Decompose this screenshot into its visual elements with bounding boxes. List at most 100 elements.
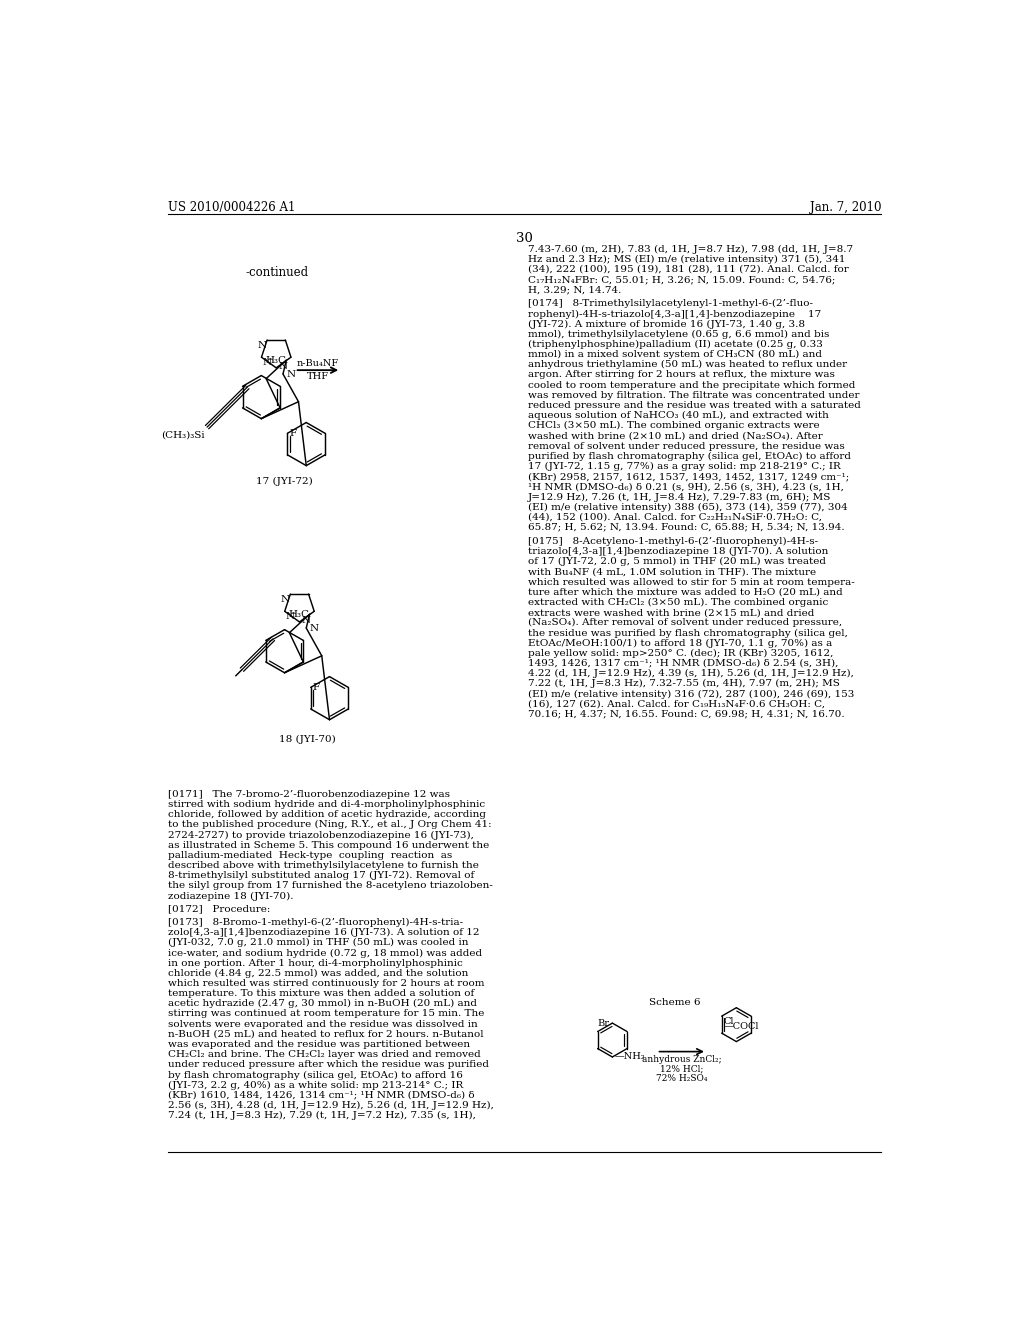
Text: THF: THF [307,372,329,381]
Text: (Na₂SO₄). After removal of solvent under reduced pressure,: (Na₂SO₄). After removal of solvent under… [528,618,842,627]
Text: stirred with sodium hydride and di-4-morpholinylphosphinic: stirred with sodium hydride and di-4-mor… [168,800,485,809]
Text: (44), 152 (100). Anal. Calcd. for C₂₂H₂₁N₄SiF·0.7H₂O: C,: (44), 152 (100). Anal. Calcd. for C₂₂H₂₁… [528,512,822,521]
Text: solvents were evaporated and the residue was dissolved in: solvents were evaporated and the residue… [168,1019,478,1028]
Text: C₁₇H₁₂N₄FBr: C, 55.01; H, 3.26; N, 15.09. Found: C, 54.76;: C₁₇H₁₂N₄FBr: C, 55.01; H, 3.26; N, 15.09… [528,275,836,284]
Text: [0171]   The 7-bromo-2’-fluorobenzodiazepine 12 was: [0171] The 7-bromo-2’-fluorobenzodiazepi… [168,789,451,799]
Text: (KBr) 2958, 2157, 1612, 1537, 1493, 1452, 1317, 1249 cm⁻¹;: (KBr) 2958, 2157, 1612, 1537, 1493, 1452… [528,473,849,480]
Text: N: N [286,612,295,622]
Text: the residue was purified by flash chromatography (silica gel,: the residue was purified by flash chroma… [528,628,848,638]
Text: N: N [286,371,295,379]
Text: Scheme 6: Scheme 6 [648,998,700,1007]
Text: extracts were washed with brine (2×15 mL) and dried: extracts were washed with brine (2×15 mL… [528,609,814,616]
Text: US 2010/0004226 A1: US 2010/0004226 A1 [168,201,296,214]
Text: [0174]   8-Trimethylsilylacetylenyl-1-methyl-6-(2’-fluo-: [0174] 8-Trimethylsilylacetylenyl-1-meth… [528,300,813,309]
Text: rophenyl)-4H-s-triazolo[4,3-a][1,4]-benzodiazepine    17: rophenyl)-4H-s-triazolo[4,3-a][1,4]-benz… [528,309,821,318]
Text: N: N [281,595,290,603]
Text: [0172]   Procedure:: [0172] Procedure: [168,904,270,913]
Text: stirring was continued at room temperature for 15 min. The: stirring was continued at room temperatu… [168,1010,484,1019]
Text: 30: 30 [516,232,534,246]
Text: CH₂Cl₂ and brine. The CH₂Cl₂ layer was dried and removed: CH₂Cl₂ and brine. The CH₂Cl₂ layer was d… [168,1051,481,1059]
Text: (16), 127 (62). Anal. Calcd. for C₁₉H₁₃N₄F·0.6 CH₃OH: C,: (16), 127 (62). Anal. Calcd. for C₁₉H₁₃N… [528,700,825,709]
Text: ture after which the mixture was added to H₂O (20 mL) and: ture after which the mixture was added t… [528,587,843,597]
Text: 12% HCl;: 12% HCl; [660,1065,703,1073]
Text: temperature. To this mixture was then added a solution of: temperature. To this mixture was then ad… [168,989,474,998]
Text: 17 (JYI-72): 17 (JYI-72) [256,477,313,486]
Text: N: N [279,362,288,371]
Text: chloride, followed by addition of acetic hydrazide, according: chloride, followed by addition of acetic… [168,810,486,820]
Text: zodiazepine 18 (JYI-70).: zodiazepine 18 (JYI-70). [168,891,294,900]
Text: acetic hydrazide (2.47 g, 30 mmol) in n-BuOH (20 mL) and: acetic hydrazide (2.47 g, 30 mmol) in n-… [168,999,477,1008]
Text: 7.24 (t, 1H, J=8.3 Hz), 7.29 (t, 1H, J=7.2 Hz), 7.35 (s, 1H),: 7.24 (t, 1H, J=8.3 Hz), 7.29 (t, 1H, J=7… [168,1111,476,1121]
Text: which resulted was allowed to stir for 5 min at room tempera-: which resulted was allowed to stir for 5… [528,578,855,586]
Text: argon. After stirring for 2 hours at reflux, the mixture was: argon. After stirring for 2 hours at ref… [528,371,835,379]
Text: zolo[4,3-a][1,4]benzodiazepine 16 (JYI-73). A solution of 12: zolo[4,3-a][1,4]benzodiazepine 16 (JYI-7… [168,928,480,937]
Text: mmol) in a mixed solvent system of CH₃CN (80 mL) and: mmol) in a mixed solvent system of CH₃CN… [528,350,822,359]
Text: was removed by filtration. The filtrate was concentrated under: was removed by filtration. The filtrate … [528,391,859,400]
Text: 1493, 1426, 1317 cm⁻¹; ¹H NMR (DMSO-d₆) δ 2.54 (s, 3H),: 1493, 1426, 1317 cm⁻¹; ¹H NMR (DMSO-d₆) … [528,659,839,668]
Text: 2.56 (s, 3H), 4.28 (d, 1H, J=12.9 Hz), 5.26 (d, 1H, J=12.9 Hz),: 2.56 (s, 3H), 4.28 (d, 1H, J=12.9 Hz), 5… [168,1101,495,1110]
Text: 2724-2727) to provide triazolobenzodiazepine 16 (JYI-73),: 2724-2727) to provide triazolobenzodiaze… [168,830,474,840]
Text: ice-water, and sodium hydride (0.72 g, 18 mmol) was added: ice-water, and sodium hydride (0.72 g, 1… [168,949,482,957]
Text: was evaporated and the residue was partitioned between: was evaporated and the residue was parti… [168,1040,470,1049]
Text: n-Bu₄NF: n-Bu₄NF [297,359,339,368]
Text: 17 (JYI-72, 1.15 g, 77%) as a gray solid: mp 218-219° C.; IR: 17 (JYI-72, 1.15 g, 77%) as a gray solid… [528,462,841,471]
Text: 8-trimethylsilyl substituted analog 17 (JYI-72). Removal of: 8-trimethylsilyl substituted analog 17 (… [168,871,474,880]
Text: to the published procedure (Ning, R.Y., et al., J Org Chem 41:: to the published procedure (Ning, R.Y., … [168,820,492,829]
Text: which resulted was stirred continuously for 2 hours at room: which resulted was stirred continuously … [168,979,484,987]
Text: (KBr) 1610, 1484, 1426, 1314 cm⁻¹; ¹H NMR (DMSO-d₆) δ: (KBr) 1610, 1484, 1426, 1314 cm⁻¹; ¹H NM… [168,1090,475,1100]
Text: aqueous solution of NaHCO₃ (40 mL), and extracted with: aqueous solution of NaHCO₃ (40 mL), and … [528,411,828,420]
Text: anhydrous triethylamine (50 mL) was heated to reflux under: anhydrous triethylamine (50 mL) was heat… [528,360,847,370]
Text: H₃C: H₃C [289,610,310,619]
Text: (JYI-72). A mixture of bromide 16 (JYI-73, 1.40 g, 3.8: (JYI-72). A mixture of bromide 16 (JYI-7… [528,319,805,329]
Text: described above with trimethylsilylacetylene to furnish the: described above with trimethylsilylacety… [168,861,479,870]
Text: Jan. 7, 2010: Jan. 7, 2010 [810,201,882,214]
Text: 70.16; H, 4.37; N, 16.55. Found: C, 69.98; H, 4.31; N, 16.70.: 70.16; H, 4.37; N, 16.55. Found: C, 69.9… [528,710,845,718]
Text: [0175]   8-Acetyleno-1-methyl-6-(2’-fluorophenyl)-4H-s-: [0175] 8-Acetyleno-1-methyl-6-(2’-fluoro… [528,537,818,546]
Text: the silyl group from 17 furnished the 8-acetyleno triazoloben-: the silyl group from 17 furnished the 8-… [168,882,494,890]
Text: as illustrated in Scheme 5. This compound 16 underwent the: as illustrated in Scheme 5. This compoun… [168,841,489,850]
Text: cooled to room temperature and the precipitate which formed: cooled to room temperature and the preci… [528,380,855,389]
Text: 7.22 (t, 1H, J=8.3 Hz), 7.32-7.55 (m, 4H), 7.97 (m, 2H); MS: 7.22 (t, 1H, J=8.3 Hz), 7.32-7.55 (m, 4H… [528,680,840,688]
Text: triazolo[4,3-a][1,4]benzodiazepine 18 (JYI-70). A solution: triazolo[4,3-a][1,4]benzodiazepine 18 (J… [528,546,828,556]
Text: EtOAc/MeOH:100/1) to afford 18 (JYI-70, 1.1 g, 70%) as a: EtOAc/MeOH:100/1) to afford 18 (JYI-70, … [528,639,833,648]
Text: purified by flash chromatography (silica gel, EtOAc) to afford: purified by flash chromatography (silica… [528,451,851,461]
Text: F: F [312,682,319,692]
Text: 65.87; H, 5.62; N, 13.94. Found: C, 65.88; H, 5.34; N, 13.94.: 65.87; H, 5.62; N, 13.94. Found: C, 65.8… [528,523,845,532]
Text: 4.22 (d, 1H, J=12.9 Hz), 4.39 (s, 1H), 5.26 (d, 1H, J=12.9 Hz),: 4.22 (d, 1H, J=12.9 Hz), 4.39 (s, 1H), 5… [528,669,854,678]
Text: J=12.9 Hz), 7.26 (t, 1H, J=8.4 Hz), 7.29-7.83 (m, 6H); MS: J=12.9 Hz), 7.26 (t, 1H, J=8.4 Hz), 7.29… [528,492,831,502]
Text: palladium-mediated  Heck-type  coupling  reaction  as: palladium-mediated Heck-type coupling re… [168,851,453,859]
Text: anhydrous ZnCl₂;: anhydrous ZnCl₂; [642,1055,722,1064]
Text: CHCl₃ (3×50 mL). The combined organic extracts were: CHCl₃ (3×50 mL). The combined organic ex… [528,421,819,430]
Text: 18 (JYI-70): 18 (JYI-70) [280,735,336,744]
Text: Br: Br [597,1019,609,1027]
Text: (34), 222 (100), 195 (19), 181 (28), 111 (72). Anal. Calcd. for: (34), 222 (100), 195 (19), 181 (28), 111… [528,265,849,275]
Text: F: F [289,429,296,438]
Text: Cl: Cl [723,1016,733,1026]
Text: removal of solvent under reduced pressure, the residue was: removal of solvent under reduced pressur… [528,442,845,450]
Text: N: N [262,358,271,367]
Text: H, 3.29; N, 14.74.: H, 3.29; N, 14.74. [528,285,622,294]
Text: (JYI-032, 7.0 g, 21.0 mmol) in THF (50 mL) was cooled in: (JYI-032, 7.0 g, 21.0 mmol) in THF (50 m… [168,939,469,948]
Text: (EI) m/e (relative intensity) 316 (72), 287 (100), 246 (69), 153: (EI) m/e (relative intensity) 316 (72), … [528,689,854,698]
Text: 7.43-7.60 (m, 2H), 7.83 (d, 1H, J=8.7 Hz), 7.98 (dd, 1H, J=8.7: 7.43-7.60 (m, 2H), 7.83 (d, 1H, J=8.7 Hz… [528,244,853,253]
Text: extracted with CH₂Cl₂ (3×50 mL). The combined organic: extracted with CH₂Cl₂ (3×50 mL). The com… [528,598,828,607]
Text: —COCl: —COCl [723,1022,759,1031]
Text: [0173]   8-Bromo-1-methyl-6-(2’-fluorophenyl)-4H-s-tria-: [0173] 8-Bromo-1-methyl-6-(2’-fluorophen… [168,917,464,927]
Text: N: N [309,624,318,634]
Text: —NH₂: —NH₂ [614,1052,645,1061]
Text: of 17 (JYI-72, 2.0 g, 5 mmol) in THF (20 mL) was treated: of 17 (JYI-72, 2.0 g, 5 mmol) in THF (20… [528,557,826,566]
Text: pale yellow solid: mp>250° C. (dec); IR (KBr) 3205, 1612,: pale yellow solid: mp>250° C. (dec); IR … [528,648,834,657]
Text: 72% H₂SO₄: 72% H₂SO₄ [656,1074,708,1082]
Text: (triphenylphosphine)palladium (II) acetate (0.25 g, 0.33: (triphenylphosphine)palladium (II) aceta… [528,341,822,348]
Text: (CH₃)₃Si: (CH₃)₃Si [161,430,205,440]
Text: by flash chromatography (silica gel, EtOAc) to afford 16: by flash chromatography (silica gel, EtO… [168,1071,463,1080]
Text: reduced pressure and the residue was treated with a saturated: reduced pressure and the residue was tre… [528,401,861,411]
Text: Hz and 2.3 Hz); MS (EI) m/e (relative intensity) 371 (5), 341: Hz and 2.3 Hz); MS (EI) m/e (relative in… [528,255,846,264]
Text: (JYI-73, 2.2 g, 40%) as a white solid: mp 213-214° C.; IR: (JYI-73, 2.2 g, 40%) as a white solid: m… [168,1081,464,1090]
Text: -continued: -continued [246,267,309,280]
Text: (EI) m/e (relative intensity) 388 (65), 373 (14), 359 (77), 304: (EI) m/e (relative intensity) 388 (65), … [528,503,848,512]
Text: mmol), trimethylsilylacetylene (0.65 g, 6.6 mmol) and bis: mmol), trimethylsilylacetylene (0.65 g, … [528,330,829,339]
Text: washed with brine (2×10 mL) and dried (Na₂SO₄). After: washed with brine (2×10 mL) and dried (N… [528,432,822,441]
Text: under reduced pressure after which the residue was purified: under reduced pressure after which the r… [168,1060,489,1069]
Text: H₃C: H₃C [265,356,287,364]
